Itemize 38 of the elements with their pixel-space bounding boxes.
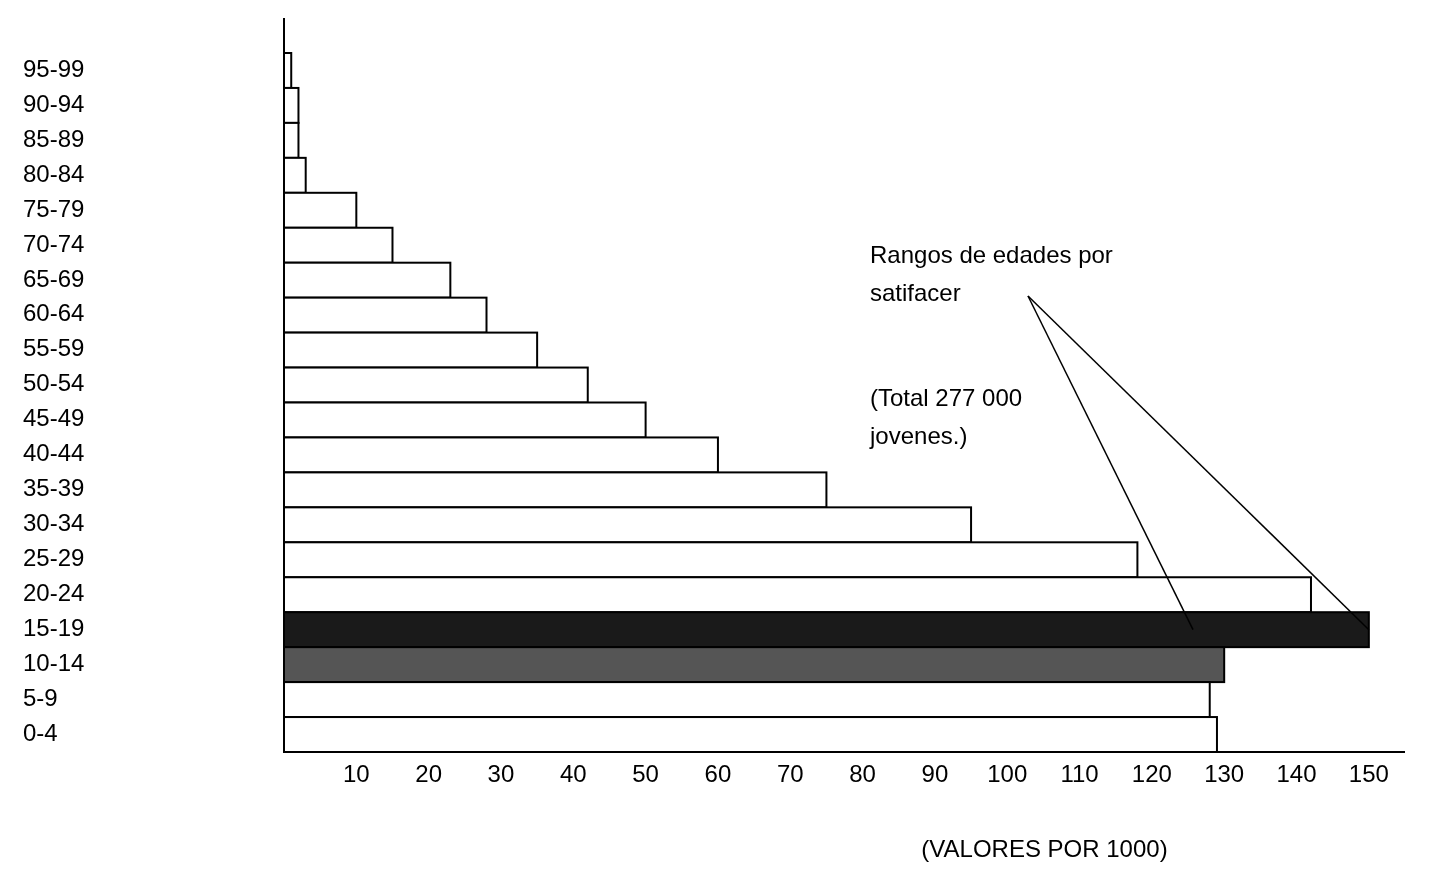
x-tick-label: 150 xyxy=(1348,760,1389,787)
y-tick-label: 10-14 xyxy=(23,648,85,676)
y-tick-label: 80-84 xyxy=(23,159,85,187)
y-tick-label: 25-29 xyxy=(23,544,85,572)
x-tick-label: 120 xyxy=(1131,760,1172,787)
y-tick-label: 55-59 xyxy=(23,334,85,362)
annotation: (Total 277 000 jovenes.) xyxy=(869,384,1023,449)
x-tick-label: 50 xyxy=(632,760,659,787)
y-tick-label: 15-19 xyxy=(23,614,85,642)
x-tick-label: 80 xyxy=(849,760,876,787)
x-tick-label: 70 xyxy=(776,760,804,787)
x-tick-label: 60 xyxy=(704,760,732,787)
y-tick-label: 30-34 xyxy=(23,509,85,537)
y-tick-label: 50-54 xyxy=(23,369,85,397)
y-tick-label: 0-4 xyxy=(23,718,58,746)
y-tick-label: 75-79 xyxy=(23,194,85,222)
y-tick-label: 85-89 xyxy=(23,124,85,152)
x-axis-title: (VALORES POR 1000) xyxy=(921,835,1168,862)
y-tick-label: 45-49 xyxy=(23,404,85,432)
y-tick-label: 95-99 xyxy=(23,54,85,82)
y-tick-label: 35-39 xyxy=(23,474,85,502)
x-tick-label: 30 xyxy=(487,760,515,787)
y-tick-label: 65-69 xyxy=(23,264,85,292)
x-tick-label: 20 xyxy=(415,760,442,787)
x-tick-label: 130 xyxy=(1204,760,1245,787)
y-tick-label: 60-64 xyxy=(23,299,85,327)
x-tick-label: 40 xyxy=(559,760,587,787)
y-tick-label: 40-44 xyxy=(23,439,85,467)
x-tick-label: 110 xyxy=(1060,760,1099,787)
y-tick-label: 90-94 xyxy=(23,89,85,117)
y-tick-label: 5-9 xyxy=(23,683,58,711)
x-tick-label: 90 xyxy=(921,760,949,787)
y-tick-label: 20-24 xyxy=(23,579,85,607)
annotation: Rangos de edades por satifacer xyxy=(870,241,1113,306)
x-tick-label: 100 xyxy=(987,760,1028,787)
x-tick-label: 10 xyxy=(342,760,370,787)
y-tick-label: 70-74 xyxy=(23,229,85,257)
x-tick-label: 140 xyxy=(1276,760,1317,787)
